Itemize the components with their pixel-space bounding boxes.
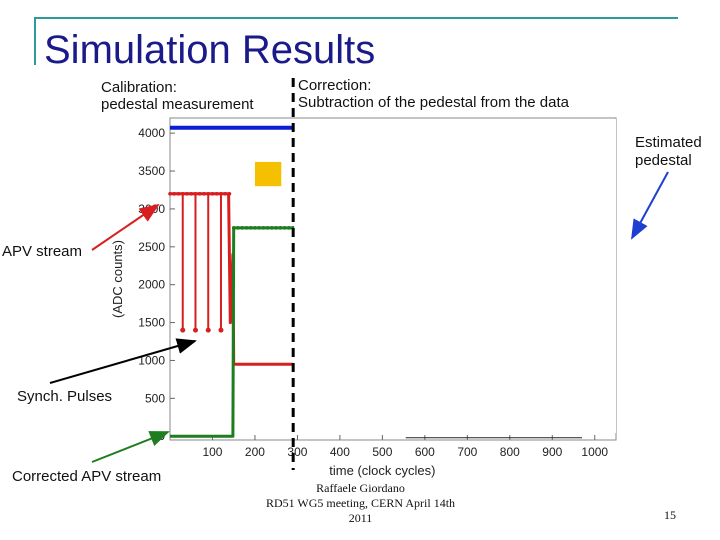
apv-stream-arrow xyxy=(91,203,160,251)
series-apv-marker xyxy=(214,191,219,196)
x-tick-label: 1000 xyxy=(581,445,608,459)
estimated-pedestal-arrow xyxy=(631,171,669,240)
x-tick-label: 800 xyxy=(500,445,520,459)
x-tick-label: 700 xyxy=(457,445,477,459)
y-axis-title: (ADC counts) xyxy=(110,240,125,318)
series-corrected-marker xyxy=(257,226,262,230)
series-apv-marker xyxy=(210,191,215,196)
series-apv-spike-marker xyxy=(218,327,224,333)
series-apv-marker xyxy=(189,191,194,196)
x-tick-label: 400 xyxy=(330,445,350,459)
series-corrected-marker xyxy=(236,226,240,230)
y-tick-label: 1500 xyxy=(138,316,165,330)
highlight-box xyxy=(254,161,282,187)
series-corrected-marker xyxy=(240,226,245,230)
frame-left-line xyxy=(34,17,36,65)
series-apv-marker xyxy=(227,191,232,196)
series-apv-marker xyxy=(197,191,202,196)
series-apv-spike-marker xyxy=(180,327,186,333)
x-tick-label: 500 xyxy=(372,445,392,459)
series-corrected-marker xyxy=(287,226,291,230)
x-axis-title: time (clock cycles) xyxy=(329,463,435,478)
series-apv-marker xyxy=(168,191,172,196)
correction-label-line1: Correction: xyxy=(298,77,372,94)
estimated-label-line1: Estimated xyxy=(635,134,702,151)
series-apv-marker xyxy=(180,191,185,196)
series-corrected-marker xyxy=(274,226,278,230)
series-corrected-marker xyxy=(282,226,287,230)
frame-top-line xyxy=(34,17,678,19)
series-apv-marker xyxy=(202,191,206,196)
series-apv-spike-marker xyxy=(192,327,198,333)
corrected-apv-stream-label: Corrected APV stream xyxy=(12,468,162,485)
calibration-label-line2: pedestal measurement xyxy=(101,96,254,113)
footer-year: 2011 xyxy=(348,511,373,525)
series-corrected-marker xyxy=(278,226,283,230)
series-apv-marker xyxy=(193,191,198,196)
footer-meeting: RD51 WG5 meeting, CERN April 14th xyxy=(265,496,456,510)
calibration-label-line1: Calibration: xyxy=(101,79,177,96)
series-corrected-marker xyxy=(248,226,253,230)
series-corrected-marker xyxy=(270,226,274,230)
y-tick-label: 2500 xyxy=(138,240,165,254)
y-tick-label: 1000 xyxy=(138,353,165,367)
x-tick-label: 200 xyxy=(245,445,265,459)
series-apv-marker xyxy=(185,191,189,196)
series-apv-marker xyxy=(219,191,223,196)
synch-pulses-arrow xyxy=(49,338,197,384)
series-corrected-marker xyxy=(244,226,249,230)
series-apv-spike-marker xyxy=(205,327,211,333)
series-corrected-marker xyxy=(261,226,266,230)
footer-author: Raffaele Giordano xyxy=(316,481,405,495)
x-tick-label: 900 xyxy=(542,445,562,459)
correction-region-blank xyxy=(294,119,616,433)
series-apv-marker xyxy=(176,191,181,196)
series-apv-marker xyxy=(223,191,228,196)
series-apv-marker xyxy=(172,191,177,196)
slide-title: Simulation Results xyxy=(44,28,376,72)
apv-stream-label: APV stream xyxy=(2,243,83,260)
y-tick-label: 500 xyxy=(145,391,165,405)
synch-pulses-label: Synch. Pulses xyxy=(17,388,113,405)
x-tick-label: 300 xyxy=(287,445,307,459)
correction-label-line2: Subtraction of the pedestal from the dat… xyxy=(298,94,570,111)
series-apv-line xyxy=(170,192,294,366)
page-number: 15 xyxy=(664,508,676,522)
corrected-stream-arrow xyxy=(91,431,170,463)
x-tick-label: 600 xyxy=(415,445,435,459)
y-tick-label: 2000 xyxy=(138,278,165,292)
y-tick-label: 4000 xyxy=(138,126,165,140)
series-corrected-marker xyxy=(231,226,236,230)
x-tick-label: 100 xyxy=(202,445,222,459)
y-tick-label: 3500 xyxy=(138,164,165,178)
series-corrected-marker xyxy=(253,226,257,230)
series-corrected-marker xyxy=(265,226,270,230)
estimated-label-line2: pedestal xyxy=(635,152,692,169)
series-apv-marker xyxy=(206,191,211,196)
